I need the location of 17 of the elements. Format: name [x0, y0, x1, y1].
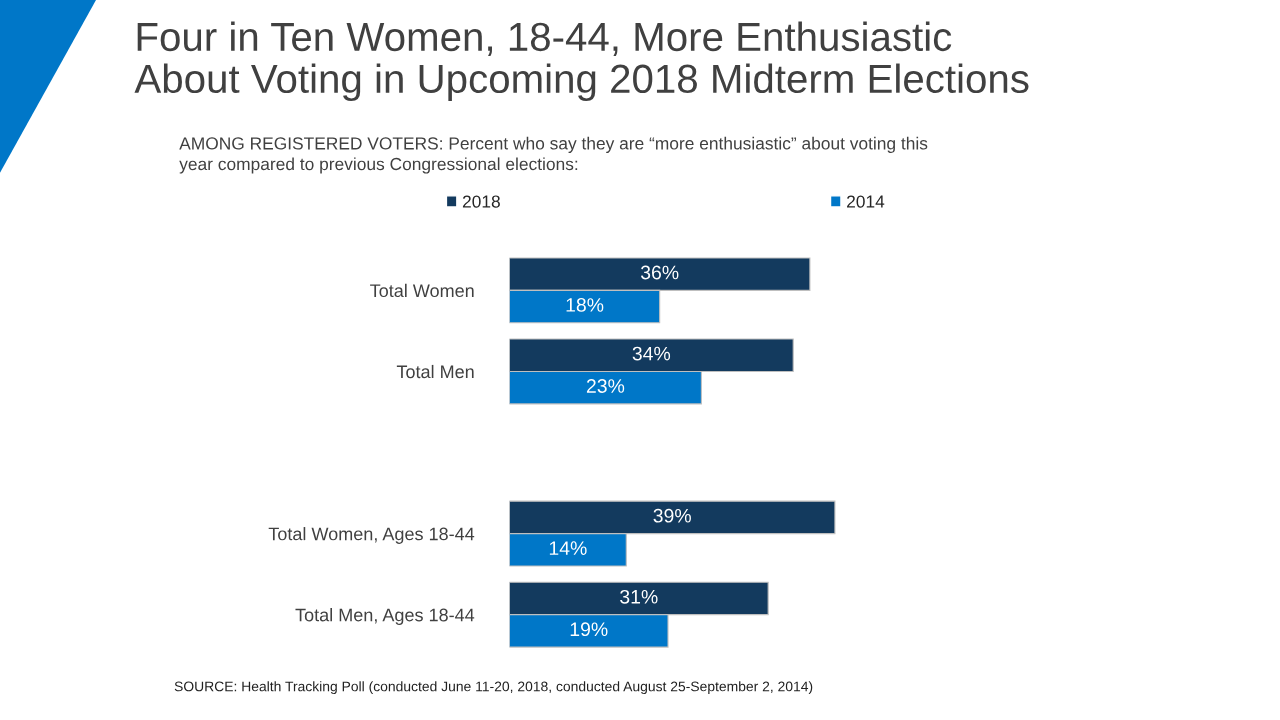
- data-label: 18%: [566, 298, 604, 312]
- data-label: 14%: [549, 541, 587, 555]
- data-label: 23%: [586, 379, 625, 393]
- y-tick-label: Total Men: [396, 364, 474, 379]
- legend-label: 2018: [462, 195, 500, 208]
- data-label: 36%: [640, 265, 679, 280]
- source-note: SOURCE: Health Tracking Poll (conducted June 11-20, 2018, conducted August 25-September 2, 2014): [174, 681, 813, 695]
- data-label: 19%: [570, 622, 608, 637]
- y-tick-label: Total Men, Ages 18-44: [295, 608, 475, 625]
- chart-subtitle: AMONG REGISTERED VOTERS: Percent who say they are “more enthusiastic” about voting this year compared to previous Congressional elections:: [179, 136, 928, 174]
- data-label: 34%: [632, 346, 671, 361]
- data-label: 39%: [653, 508, 691, 523]
- y-tick-label: Total Women, Ages 18-44: [268, 527, 475, 544]
- chart-title: Four in Ten Women, 18-44, More Enthusiastic About Voting in Upcoming 2018 Midterm Elections: [134, 21, 1029, 102]
- data-label: 31%: [620, 589, 658, 604]
- legend-label: 2014: [847, 195, 885, 208]
- y-tick-label: Total Women: [370, 283, 474, 298]
